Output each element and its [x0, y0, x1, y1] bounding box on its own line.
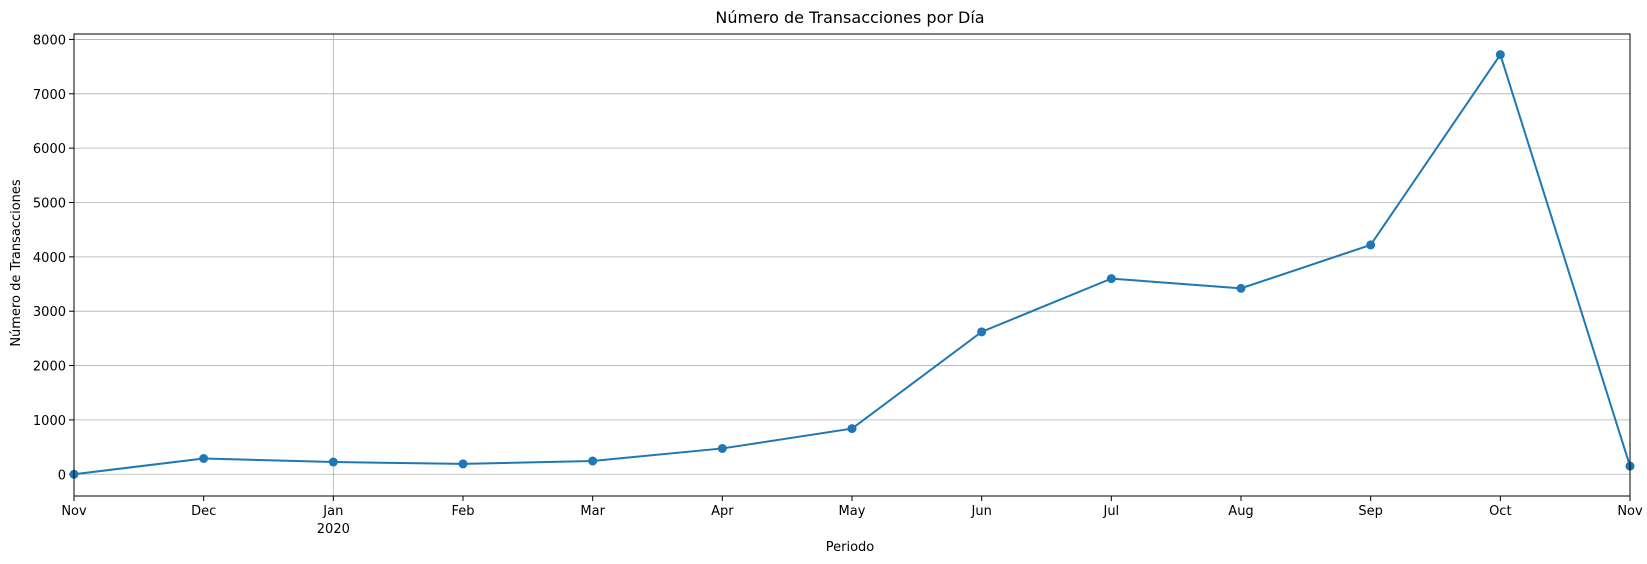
plot-frame	[73, 33, 1631, 497]
y-tick-label: 1000	[33, 414, 66, 429]
y-tick-label: 3000	[33, 305, 66, 320]
data-point	[1106, 274, 1116, 284]
x-tick-label: Jun	[971, 504, 992, 519]
series-line	[73, 52, 1631, 476]
y-tick-label: 4000	[33, 251, 66, 266]
data-point	[977, 327, 987, 337]
series-group	[69, 50, 1635, 479]
chart-title: Número de Transacciones por Día	[715, 8, 984, 27]
data-point	[1366, 240, 1376, 250]
x-tick-label: Apr	[711, 504, 734, 519]
data-point	[328, 457, 338, 467]
x-axis-ticks: Nov Dec Jan 2020 Feb Mar Apr May Jun Jul Aug Sep Oct…	[61, 496, 1643, 537]
x-tick-sublabel: 2020	[317, 522, 350, 537]
data-point	[588, 456, 598, 466]
x-tick-label: Feb	[451, 504, 474, 519]
x-tick-label: Jan	[322, 504, 343, 519]
x-tick-label: Dec	[191, 504, 216, 519]
x-tick-label: Sep	[1358, 504, 1383, 519]
x-tick-label: Mar	[580, 504, 605, 519]
data-point	[199, 453, 209, 463]
data-point	[1495, 50, 1505, 60]
y-tick-label: 7000	[33, 88, 66, 103]
x-tick-label: Nov	[1617, 504, 1643, 519]
x-tick-label: Oct	[1489, 504, 1511, 519]
x-tick-label: May	[839, 504, 866, 519]
y-tick-label: 8000	[33, 33, 66, 48]
y-tick-label: 5000	[33, 196, 66, 211]
y-axis-label: Número de Transacciones	[9, 179, 24, 347]
data-point	[717, 443, 727, 453]
y-axis-ticks: 0 1000 2000 3000 4000 5000 6000 7000 8000	[33, 33, 74, 483]
y-tick-label: 2000	[33, 360, 66, 375]
y-tick-label: 0	[58, 468, 66, 483]
x-tick-label: Nov	[61, 504, 87, 519]
grid-lines	[74, 34, 1630, 496]
data-point	[458, 459, 468, 469]
x-tick-label: Jul	[1102, 504, 1119, 519]
data-point	[847, 424, 857, 434]
x-tick-label: Aug	[1228, 504, 1253, 519]
y-tick-label: 6000	[33, 142, 66, 157]
data-point	[1236, 283, 1246, 293]
x-axis-label: Periodo	[826, 540, 875, 555]
